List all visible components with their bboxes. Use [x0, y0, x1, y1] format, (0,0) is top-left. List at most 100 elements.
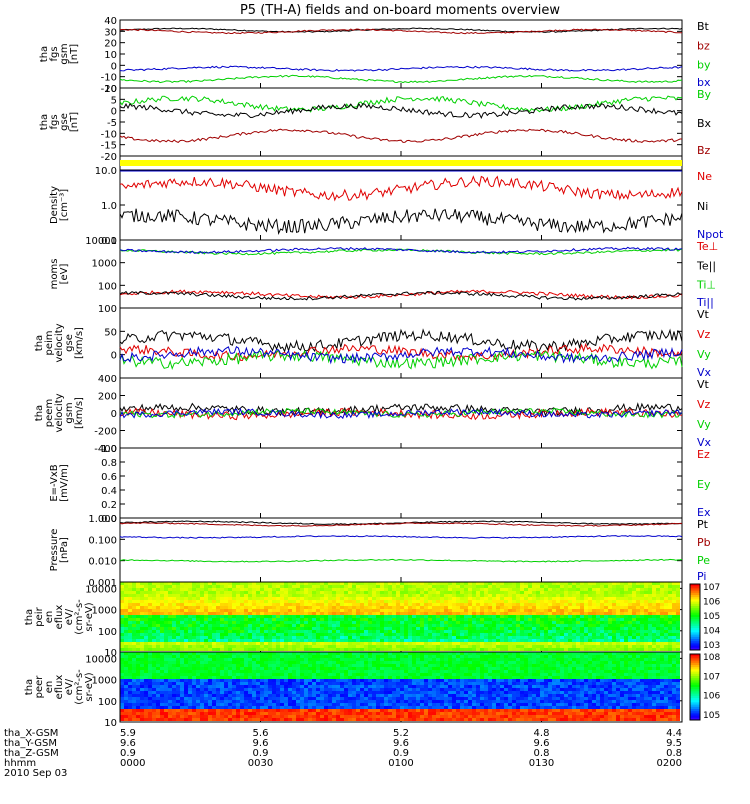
heatmap-cell [404, 603, 408, 606]
heatmap-cell [508, 591, 512, 594]
heatmap-cell [612, 606, 616, 609]
heatmap-cell [276, 679, 280, 682]
heatmap-cell [532, 621, 536, 624]
heatmap-cell [476, 658, 480, 661]
heatmap-cell [196, 642, 200, 645]
heatmap-cell [524, 636, 528, 639]
heatmap-cell [664, 648, 668, 651]
heatmap-cell [516, 673, 520, 676]
heatmap-cell [636, 630, 640, 633]
heatmap-cell [368, 636, 372, 639]
heatmap-cell [172, 597, 176, 600]
heatmap-cell [272, 585, 276, 588]
heatmap-cell [132, 667, 136, 670]
heatmap-cell [288, 627, 292, 630]
heatmap-cell [268, 621, 272, 624]
heatmap-cell [448, 636, 452, 639]
heatmap-cell [320, 606, 324, 609]
heatmap-cell [488, 676, 492, 679]
heatmap-cell [488, 588, 492, 591]
heatmap-cell [600, 603, 604, 606]
heatmap-cell [328, 648, 332, 651]
heatmap-cell [488, 645, 492, 648]
heatmap-cell [396, 661, 400, 664]
heatmap-cell [220, 606, 224, 609]
heatmap-cell [444, 609, 448, 612]
heatmap-cell [368, 661, 372, 664]
heatmap-cell [452, 676, 456, 679]
heatmap-cell [524, 588, 528, 591]
heatmap-cell [592, 609, 596, 612]
heatmap-cell [184, 618, 188, 621]
heatmap-cell [544, 588, 548, 591]
heatmap-cell [584, 648, 588, 651]
heatmap-cell [192, 600, 196, 603]
heatmap-cell [168, 627, 172, 630]
heatmap-cell [592, 600, 596, 603]
heatmap-cell [600, 642, 604, 645]
heatmap-cell [200, 618, 204, 621]
heatmap-cell [388, 624, 392, 627]
heatmap-cell [596, 636, 600, 639]
heatmap-cell [140, 594, 144, 597]
heatmap-cell [168, 648, 172, 651]
heatmap-cell [192, 670, 196, 673]
heatmap-cell [548, 585, 552, 588]
heatmap-cell [360, 667, 364, 670]
heatmap-cell [520, 658, 524, 661]
heatmap-cell [392, 679, 396, 682]
heatmap-cell [516, 606, 520, 609]
heatmap-cell [444, 615, 448, 618]
heatmap-cell [248, 633, 252, 636]
heatmap-cell [656, 591, 660, 594]
heatmap-cell [448, 633, 452, 636]
heatmap-cell [400, 603, 404, 606]
heatmap-cell [388, 606, 392, 609]
heatmap-cell [480, 585, 484, 588]
heatmap-cell [568, 609, 572, 612]
heatmap-cell [476, 648, 480, 651]
heatmap-cell [584, 612, 588, 615]
heatmap-cell [484, 661, 488, 664]
heatmap-cell [456, 594, 460, 597]
heatmap-cell [204, 588, 208, 591]
heatmap-cell [172, 658, 176, 661]
heatmap-cell [248, 648, 252, 651]
heatmap-cell [396, 609, 400, 612]
heatmap-cell [404, 630, 408, 633]
heatmap-cell [636, 609, 640, 612]
heatmap-cell [324, 661, 328, 664]
heatmap-cell [204, 630, 208, 633]
heatmap-cell [368, 627, 372, 630]
heatmap-cell [304, 624, 308, 627]
heatmap-cell [648, 664, 652, 667]
heatmap-cell [208, 585, 212, 588]
heatmap-cell [636, 655, 640, 658]
heatmap-cell [280, 670, 284, 673]
heatmap-cell [320, 636, 324, 639]
heatmap-cell [656, 642, 660, 645]
heatmap-cell [372, 636, 376, 639]
heatmap-cell [184, 676, 188, 679]
heatmap-cell [644, 588, 648, 591]
heatmap-cell [252, 679, 256, 682]
heatmap-cell [396, 664, 400, 667]
heatmap-cell [424, 615, 428, 618]
heatmap-cell [196, 585, 200, 588]
heatmap-cell [380, 597, 384, 600]
heatmap-cell [320, 627, 324, 630]
heatmap-cell [632, 642, 636, 645]
heatmap-cell [396, 648, 400, 651]
heatmap-cell [292, 642, 296, 645]
heatmap-cell [308, 627, 312, 630]
heatmap-cell [620, 658, 624, 661]
heatmap-cell [292, 606, 296, 609]
heatmap-cell [560, 667, 564, 670]
heatmap-cell [216, 642, 220, 645]
heatmap-cell [568, 606, 572, 609]
heatmap-cell [464, 624, 468, 627]
heatmap-cell [312, 664, 316, 667]
heatmap-cell [552, 667, 556, 670]
heatmap-cell [464, 661, 468, 664]
heatmap-cell [380, 606, 384, 609]
